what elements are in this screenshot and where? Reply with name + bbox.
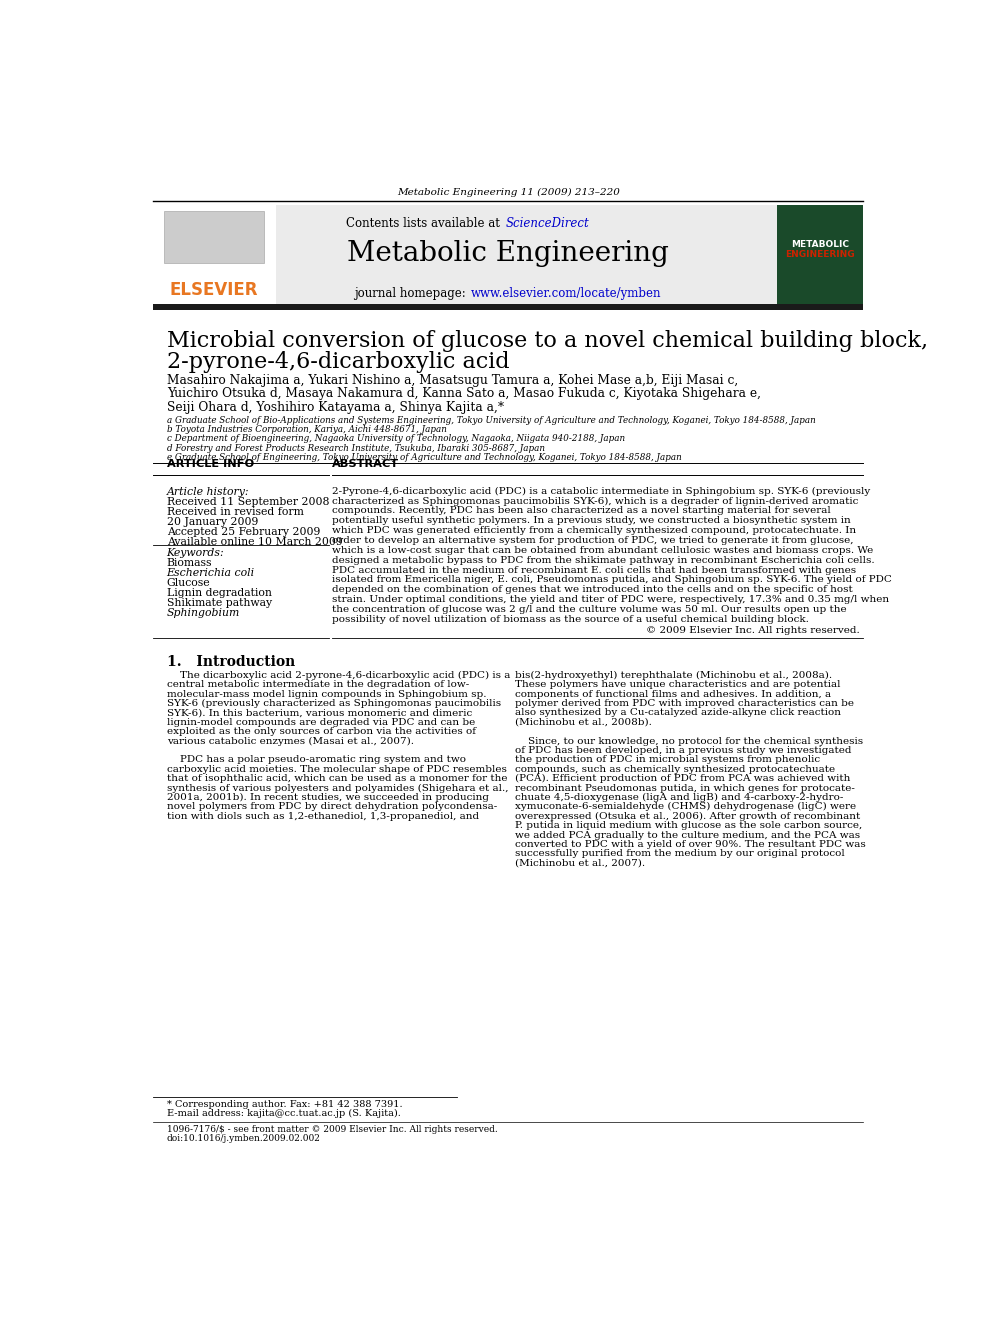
Text: Sphingobium: Sphingobium bbox=[167, 609, 240, 618]
Text: Masahiro Nakajima a, Yukari Nishino a, Masatsugu Tamura a, Kohei Mase a,b, Eiji : Masahiro Nakajima a, Yukari Nishino a, M… bbox=[167, 374, 738, 388]
Text: novel polymers from PDC by direct dehydration polycondensa-: novel polymers from PDC by direct dehydr… bbox=[167, 802, 497, 811]
Text: recombinant Pseudomonas putida, in which genes for protocate-: recombinant Pseudomonas putida, in which… bbox=[515, 783, 854, 792]
Text: synthesis of various polyesters and polyamides (Shigehara et al.,: synthesis of various polyesters and poly… bbox=[167, 783, 508, 792]
Text: exploited as the only sources of carbon via the activities of: exploited as the only sources of carbon … bbox=[167, 728, 475, 736]
Text: Glucose: Glucose bbox=[167, 578, 210, 589]
Text: (Michinobu et al., 2008b).: (Michinobu et al., 2008b). bbox=[515, 718, 652, 726]
Text: depended on the combination of genes that we introduced into the cells and on th: depended on the combination of genes tha… bbox=[331, 585, 852, 594]
Text: 1096-7176/$ - see front matter © 2009 Elsevier Inc. All rights reserved.: 1096-7176/$ - see front matter © 2009 El… bbox=[167, 1125, 497, 1134]
Text: successfully purified from the medium by our original protocol: successfully purified from the medium by… bbox=[515, 849, 844, 859]
Text: a Graduate School of Bio-Applications and Systems Engineering, Tokyo University : a Graduate School of Bio-Applications an… bbox=[167, 415, 815, 425]
Text: potentially useful synthetic polymers. In a previous study, we constructed a bio: potentially useful synthetic polymers. I… bbox=[331, 516, 850, 525]
Text: Microbial conversion of glucose to a novel chemical building block,: Microbial conversion of glucose to a nov… bbox=[167, 331, 928, 352]
Text: PDC accumulated in the medium of recombinant E. coli cells that had been transfo: PDC accumulated in the medium of recombi… bbox=[331, 566, 856, 574]
Text: PDC has a polar pseudo-aromatic ring system and two: PDC has a polar pseudo-aromatic ring sys… bbox=[167, 755, 465, 765]
Text: www.elsevier.com/locate/ymben: www.elsevier.com/locate/ymben bbox=[471, 287, 662, 300]
FancyBboxPatch shape bbox=[165, 212, 264, 263]
Text: 20 January 2009: 20 January 2009 bbox=[167, 517, 258, 527]
Text: 2-Pyrone-4,6-dicarboxylic acid (PDC) is a catabolic intermediate in Sphingobium : 2-Pyrone-4,6-dicarboxylic acid (PDC) is … bbox=[331, 487, 870, 496]
Text: we added PCA gradually to the culture medium, and the PCA was: we added PCA gradually to the culture me… bbox=[515, 831, 860, 840]
Text: lignin-model compounds are degraded via PDC and can be: lignin-model compounds are degraded via … bbox=[167, 718, 475, 726]
Text: Seiji Ohara d, Yoshihiro Katayama a, Shinya Kajita a,*: Seiji Ohara d, Yoshihiro Katayama a, Shi… bbox=[167, 401, 504, 414]
Text: Keywords:: Keywords: bbox=[167, 548, 224, 558]
Text: chuate 4,5-dioxygenase (ligA and ligB) and 4-carboxy-2-hydro-: chuate 4,5-dioxygenase (ligA and ligB) a… bbox=[515, 792, 843, 802]
Text: Metabolic Engineering: Metabolic Engineering bbox=[347, 239, 670, 267]
Text: E-mail address: kajita@cc.tuat.ac.jp (S. Kajita).: E-mail address: kajita@cc.tuat.ac.jp (S.… bbox=[167, 1109, 401, 1118]
Text: P. putida in liquid medium with glucose as the sole carbon source,: P. putida in liquid medium with glucose … bbox=[515, 822, 862, 830]
Text: Received in revised form: Received in revised form bbox=[167, 507, 304, 517]
Text: 2-pyrone-4,6-dicarboxylic acid: 2-pyrone-4,6-dicarboxylic acid bbox=[167, 352, 509, 373]
Text: Accepted 25 February 2009: Accepted 25 February 2009 bbox=[167, 527, 320, 537]
Text: polymer derived from PDC with improved characteristics can be: polymer derived from PDC with improved c… bbox=[515, 699, 853, 708]
Text: 2001a, 2001b). In recent studies, we succeeded in producing: 2001a, 2001b). In recent studies, we suc… bbox=[167, 792, 489, 802]
FancyBboxPatch shape bbox=[154, 205, 276, 303]
Text: (Michinobu et al., 2007).: (Michinobu et al., 2007). bbox=[515, 859, 645, 868]
Text: METABOLIC: METABOLIC bbox=[791, 239, 849, 249]
Text: Escherichia coli: Escherichia coli bbox=[167, 569, 255, 578]
Text: ARTICLE INFO: ARTICLE INFO bbox=[167, 459, 254, 470]
Text: order to develop an alternative system for production of PDC, we tried to genera: order to develop an alternative system f… bbox=[331, 536, 853, 545]
Text: Available online 10 March 2009: Available online 10 March 2009 bbox=[167, 537, 342, 546]
Text: Shikimate pathway: Shikimate pathway bbox=[167, 598, 272, 609]
Text: various catabolic enzymes (Masai et al., 2007).: various catabolic enzymes (Masai et al.,… bbox=[167, 737, 414, 746]
Text: designed a metabolic bypass to PDC from the shikimate pathway in recombinant Esc: designed a metabolic bypass to PDC from … bbox=[331, 556, 874, 565]
Text: Article history:: Article history: bbox=[167, 487, 249, 496]
Text: c Department of Bioengineering, Nagaoka University of Technology, Nagaoka, Niiga: c Department of Bioengineering, Nagaoka … bbox=[167, 434, 625, 443]
Text: central metabolic intermediate in the degradation of low-: central metabolic intermediate in the de… bbox=[167, 680, 469, 689]
FancyBboxPatch shape bbox=[777, 205, 863, 303]
Text: the concentration of glucose was 2 g/l and the culture volume was 50 ml. Our res: the concentration of glucose was 2 g/l a… bbox=[331, 605, 846, 614]
Text: SYK-6). In this bacterium, various monomeric and dimeric: SYK-6). In this bacterium, various monom… bbox=[167, 708, 472, 717]
Text: converted to PDC with a yield of over 90%. The resultant PDC was: converted to PDC with a yield of over 90… bbox=[515, 840, 865, 849]
Text: The dicarboxylic acid 2-pyrone-4,6-dicarboxylic acid (PDC) is a: The dicarboxylic acid 2-pyrone-4,6-dicar… bbox=[167, 671, 510, 680]
Text: Received 11 September 2008: Received 11 September 2008 bbox=[167, 497, 329, 507]
Text: molecular-mass model lignin compounds in Sphingobium sp.: molecular-mass model lignin compounds in… bbox=[167, 689, 486, 699]
Text: These polymers have unique characteristics and are potential: These polymers have unique characteristi… bbox=[515, 680, 840, 689]
Text: xymuconate-6-semialdehyde (CHMS) dehydrogenase (ligC) were: xymuconate-6-semialdehyde (CHMS) dehydro… bbox=[515, 802, 856, 811]
Text: compounds, such as chemically synthesized protocatechuate: compounds, such as chemically synthesize… bbox=[515, 765, 834, 774]
Text: (PCA). Efficient production of PDC from PCA was achieved with: (PCA). Efficient production of PDC from … bbox=[515, 774, 850, 783]
Text: isolated from Emericella niger, E. coli, Pseudomonas putida, and Sphingobium sp.: isolated from Emericella niger, E. coli,… bbox=[331, 576, 892, 585]
Text: carboxylic acid moieties. The molecular shape of PDC resembles: carboxylic acid moieties. The molecular … bbox=[167, 765, 507, 774]
Text: Biomass: Biomass bbox=[167, 558, 212, 569]
Text: characterized as Sphingomonas paucimobilis SYK-6), which is a degrader of lignin: characterized as Sphingomonas paucimobil… bbox=[331, 496, 858, 505]
Text: Lignin degradation: Lignin degradation bbox=[167, 589, 272, 598]
Text: Contents lists available at: Contents lists available at bbox=[346, 217, 504, 230]
Text: doi:10.1016/j.ymben.2009.02.002: doi:10.1016/j.ymben.2009.02.002 bbox=[167, 1134, 320, 1143]
Text: ENGINEERING: ENGINEERING bbox=[785, 250, 855, 258]
Text: which PDC was generated efficiently from a chemically synthesized compound, prot: which PDC was generated efficiently from… bbox=[331, 527, 856, 536]
Text: 1.   Introduction: 1. Introduction bbox=[167, 655, 295, 669]
Text: d Forestry and Forest Products Research Institute, Tsukuba, Ibaraki 305-8687, Ja: d Forestry and Forest Products Research … bbox=[167, 443, 545, 452]
Text: also synthesized by a Cu-catalyzed azide-alkyne click reaction: also synthesized by a Cu-catalyzed azide… bbox=[515, 708, 840, 717]
Text: bis(2-hydroxyethyl) terephthalate (Michinobu et al., 2008a).: bis(2-hydroxyethyl) terephthalate (Michi… bbox=[515, 671, 831, 680]
Text: of PDC has been developed, in a previous study we investigated: of PDC has been developed, in a previous… bbox=[515, 746, 851, 755]
Text: Yuichiro Otsuka d, Masaya Nakamura d, Kanna Sato a, Masao Fukuda c, Kiyotaka Shi: Yuichiro Otsuka d, Masaya Nakamura d, Ka… bbox=[167, 388, 761, 401]
FancyBboxPatch shape bbox=[154, 205, 863, 303]
Text: strain. Under optimal conditions, the yield and titer of PDC were, respectively,: strain. Under optimal conditions, the yi… bbox=[331, 595, 889, 605]
Text: that of isophthalic acid, which can be used as a monomer for the: that of isophthalic acid, which can be u… bbox=[167, 774, 507, 783]
Text: ELSEVIER: ELSEVIER bbox=[170, 282, 258, 299]
FancyBboxPatch shape bbox=[154, 303, 863, 311]
Text: compounds. Recently, PDC has been also characterized as a novel starting materia: compounds. Recently, PDC has been also c… bbox=[331, 507, 830, 516]
Text: the production of PDC in microbial systems from phenolic: the production of PDC in microbial syste… bbox=[515, 755, 819, 765]
Text: which is a low-cost sugar that can be obtained from abundant cellulosic wastes a: which is a low-cost sugar that can be ob… bbox=[331, 546, 873, 554]
Text: Since, to our knowledge, no protocol for the chemical synthesis: Since, to our knowledge, no protocol for… bbox=[515, 737, 863, 746]
Text: © 2009 Elsevier Inc. All rights reserved.: © 2009 Elsevier Inc. All rights reserved… bbox=[647, 626, 860, 635]
Text: components of functional films and adhesives. In addition, a: components of functional films and adhes… bbox=[515, 689, 830, 699]
Text: journal homepage:: journal homepage: bbox=[354, 287, 469, 300]
Text: ScienceDirect: ScienceDirect bbox=[505, 217, 589, 230]
Text: SYK-6 (previously characterized as Sphingomonas paucimobilis: SYK-6 (previously characterized as Sphin… bbox=[167, 699, 501, 708]
Text: possibility of novel utilization of biomass as the source of a useful chemical b: possibility of novel utilization of biom… bbox=[331, 615, 808, 624]
Text: tion with diols such as 1,2-ethanediol, 1,3-propanediol, and: tion with diols such as 1,2-ethanediol, … bbox=[167, 812, 479, 820]
Text: overexpressed (Otsuka et al., 2006). After growth of recombinant: overexpressed (Otsuka et al., 2006). Aft… bbox=[515, 812, 860, 820]
Text: b Toyota Industries Corporation, Kariya, Aichi 448-8671, Japan: b Toyota Industries Corporation, Kariya,… bbox=[167, 425, 446, 434]
Text: ABSTRACT: ABSTRACT bbox=[331, 459, 399, 470]
Text: * Corresponding author. Fax: +81 42 388 7391.: * Corresponding author. Fax: +81 42 388 … bbox=[167, 1099, 402, 1109]
Text: Metabolic Engineering 11 (2009) 213–220: Metabolic Engineering 11 (2009) 213–220 bbox=[397, 188, 620, 197]
Text: e Graduate School of Engineering, Tokyo University of Agriculture and Technology: e Graduate School of Engineering, Tokyo … bbox=[167, 452, 682, 462]
